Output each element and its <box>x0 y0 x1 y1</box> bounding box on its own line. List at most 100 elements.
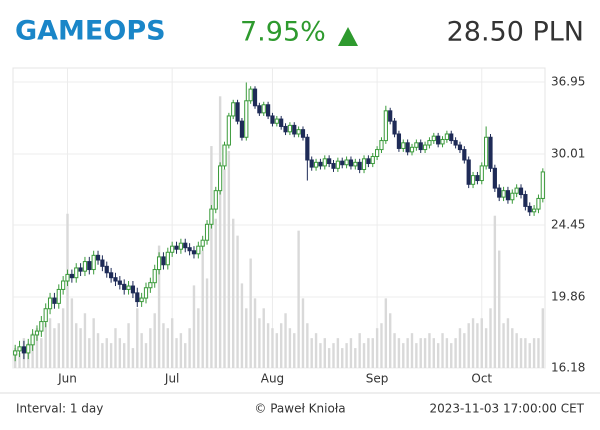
candle-body <box>17 346 22 352</box>
volume-bar <box>105 338 108 368</box>
candle-body <box>213 190 218 210</box>
candle-body <box>300 129 306 138</box>
volume-bar <box>458 328 462 368</box>
y-tick-label: 30.01 <box>551 147 585 161</box>
candle-body <box>231 102 236 117</box>
volume-bar <box>471 318 475 368</box>
candle-body <box>109 272 114 279</box>
volume-bar <box>192 285 196 368</box>
volume-bar <box>240 283 244 368</box>
candle-body <box>104 265 109 274</box>
candle-body <box>187 247 192 252</box>
volume-bar <box>96 333 100 368</box>
change: 7.95% <box>240 17 326 48</box>
volume-bar <box>519 338 523 368</box>
volume-bar <box>423 338 427 368</box>
candle-body <box>331 163 336 169</box>
candle-body <box>418 142 423 151</box>
volume-bar <box>410 333 414 368</box>
candle-body <box>248 88 253 102</box>
candle-body <box>484 136 489 167</box>
candle-body <box>235 102 240 122</box>
volume-bar <box>44 323 47 368</box>
volume-bar <box>537 338 540 368</box>
volume-bar <box>227 151 231 368</box>
volume-bar <box>541 308 545 368</box>
candle-body <box>204 223 210 241</box>
volume-bar <box>354 348 357 368</box>
candle-body <box>117 280 122 285</box>
volume-bar <box>493 215 497 368</box>
volume-bar <box>266 323 270 368</box>
candle-body <box>327 158 332 165</box>
volume-bar <box>232 218 235 368</box>
volume-bar <box>253 298 257 368</box>
volume-bar <box>323 338 326 368</box>
volume-bar <box>188 328 191 368</box>
candle-body <box>47 297 53 310</box>
candle-body <box>392 120 397 135</box>
volume-bar <box>214 218 217 368</box>
candle-body <box>475 175 480 182</box>
candle-body <box>322 158 327 167</box>
price: 28.50 PLN <box>447 17 584 48</box>
candle-body <box>170 245 175 253</box>
candle-body <box>305 136 310 161</box>
volume-bar <box>236 235 239 368</box>
volume <box>13 96 545 369</box>
volume-bar <box>127 323 130 368</box>
candle-body <box>510 192 515 201</box>
volume-bar <box>310 338 313 368</box>
volume-bar <box>480 318 483 368</box>
volume-bar <box>40 338 43 368</box>
volume-bar <box>436 343 440 368</box>
author: © Paweł Knioła <box>254 402 345 416</box>
candle-body <box>174 245 179 250</box>
volume-bar <box>101 343 104 368</box>
x-tick-label: Jul <box>164 372 179 386</box>
volume-bar <box>306 323 309 368</box>
candle-body <box>492 167 497 189</box>
volume-bar <box>48 318 52 368</box>
volume-bar <box>271 328 274 368</box>
volume-bar <box>362 343 366 368</box>
volume-bar <box>53 328 56 368</box>
candle-body <box>191 250 197 255</box>
candle-body <box>261 104 266 114</box>
candle-body <box>78 267 83 272</box>
candle-body <box>361 158 367 171</box>
up-arrow <box>338 27 358 46</box>
candle-body <box>161 256 166 266</box>
candle-body <box>135 292 140 303</box>
volume-bar <box>61 308 65 368</box>
volume-bar <box>301 298 305 368</box>
candle-body <box>348 159 354 167</box>
volume-bar <box>450 343 453 368</box>
x-tick-label: Aug <box>261 372 284 386</box>
candle-body <box>318 161 323 167</box>
candle-body <box>431 135 436 142</box>
candle-body <box>540 171 545 199</box>
candle-body <box>143 287 149 299</box>
candle-body <box>514 187 519 194</box>
volume-bar <box>445 338 449 368</box>
volume-bar <box>92 318 95 368</box>
volume-bar <box>279 323 283 368</box>
volume-bar <box>341 348 344 368</box>
y-tick-label: 16.18 <box>551 361 585 375</box>
candle-body <box>148 282 153 289</box>
candle-body <box>488 136 493 169</box>
candle-body <box>39 321 44 332</box>
candle-body <box>283 125 288 133</box>
volume-bar <box>345 343 348 368</box>
candles <box>13 82 545 362</box>
candle-body <box>26 344 31 354</box>
candle-body <box>405 142 410 153</box>
volume-bar <box>319 343 322 368</box>
volume-bar <box>223 168 226 368</box>
volume-bar <box>75 323 78 368</box>
candle-body <box>479 165 484 182</box>
y-tick-label: 24.45 <box>551 218 585 232</box>
volume-bar <box>454 338 457 368</box>
volume-bar <box>419 338 422 368</box>
